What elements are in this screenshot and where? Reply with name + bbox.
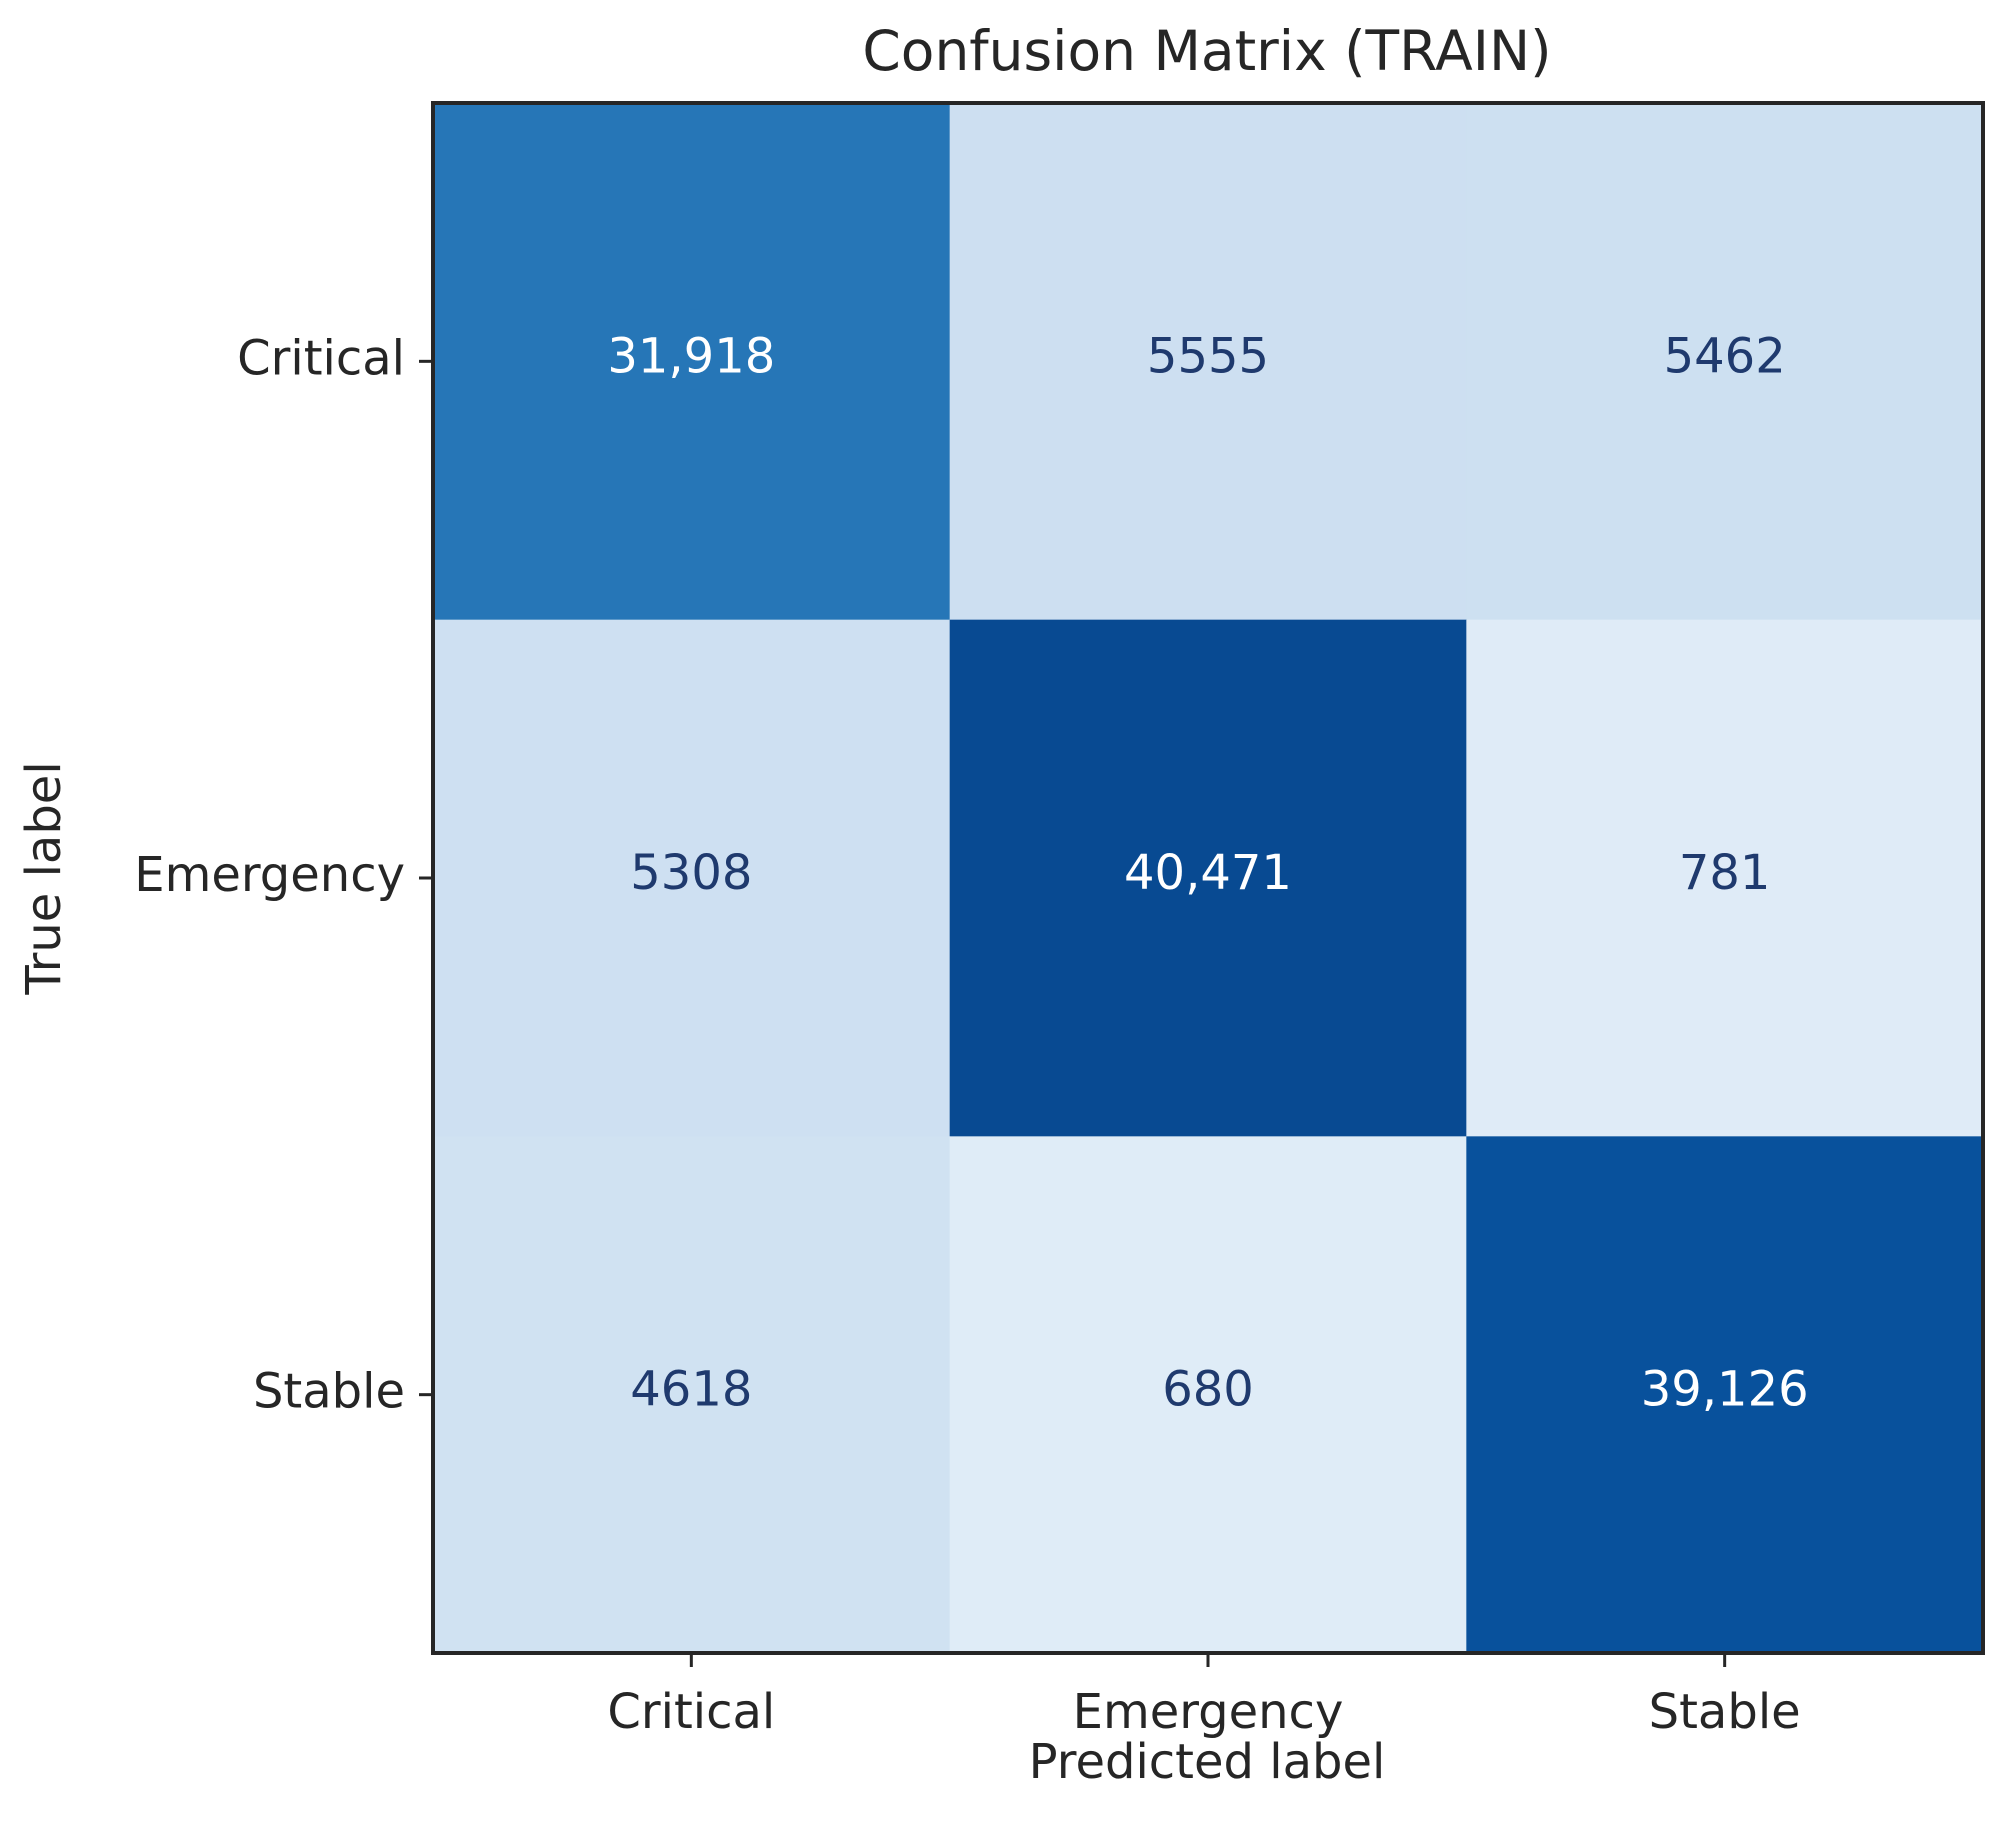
y-tick-label: Emergency [134, 847, 405, 903]
heatmap-cell-value: 781 [1679, 845, 1771, 901]
y-axis-ticks: Critical Emergency Stable [134, 330, 433, 1420]
chart-title: Confusion Matrix (TRAIN) [862, 19, 1551, 83]
x-axis-ticks: Critical Emergency Stable [607, 1653, 1801, 1740]
heatmap-cell-value: 5462 [1664, 328, 1786, 384]
x-tick-label: Emergency [1073, 1684, 1344, 1740]
heatmap-cell-labels: 31,918 5555 5462 5308 40,471 781 4618 680 39,126 [607, 328, 1808, 1417]
heatmap-cell [433, 103, 951, 621]
y-tick-label: Stable [253, 1364, 405, 1420]
x-axis-label: Predicted label [1029, 1734, 1386, 1790]
heatmap-cell-value: 5555 [1147, 328, 1269, 384]
heatmap-cell-value: 4618 [630, 1362, 752, 1418]
heatmap-cell [949, 103, 1467, 621]
heatmap-cells [433, 103, 1984, 1654]
heatmap-cell [949, 1136, 1467, 1654]
heatmap-cell-value: 31,918 [607, 328, 775, 384]
heatmap-cell [949, 619, 1467, 1137]
x-tick-label: Critical [607, 1684, 775, 1740]
heatmap-cell-value: 680 [1162, 1362, 1254, 1418]
y-tick-label: Critical [237, 330, 405, 386]
heatmap-cell [1466, 1136, 1984, 1654]
heatmap-cell [433, 619, 951, 1137]
heatmap-cell [1466, 619, 1984, 1137]
heatmap-cell-value: 40,471 [1124, 845, 1292, 901]
heatmap-cell-value: 5308 [630, 845, 752, 901]
heatmap-cell-value: 39,126 [1641, 1362, 1809, 1418]
heatmap-cell [1466, 103, 1984, 621]
x-tick-label: Stable [1649, 1684, 1801, 1740]
y-axis-label: True label [16, 761, 72, 995]
heatmap-cell [433, 1136, 951, 1654]
